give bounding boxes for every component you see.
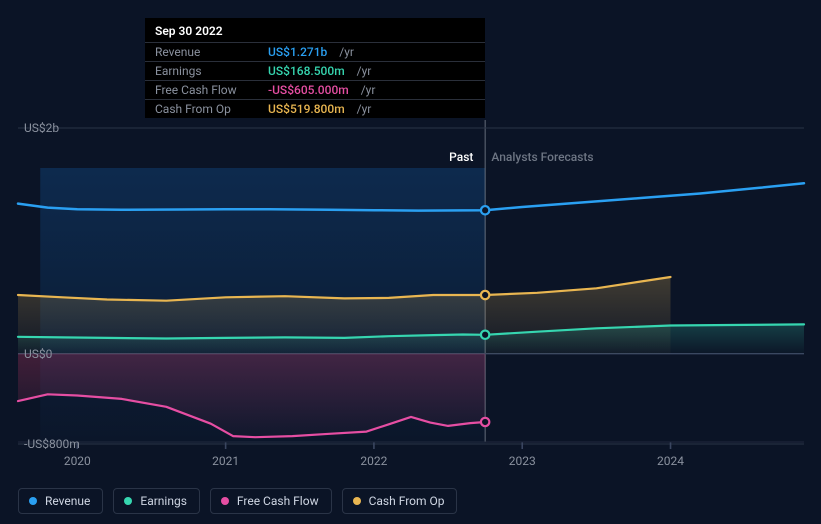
chart-legend: Revenue Earnings Free Cash Flow Cash From O… [18,488,457,514]
tooltip-row-value: US$1.271b [268,45,327,59]
forecast-label: Analysts Forecasts [491,150,593,164]
legend-item-earnings[interactable]: Earnings [113,488,200,514]
legend-label: Cash From Op [369,494,445,508]
tooltip-rows: Revenue US$1.271b/yr Earnings US$168.500m/y… [145,42,485,118]
tooltip-row-suffix: /yr [361,83,376,97]
marker-earnings [481,331,489,339]
tooltip-row-suffix: /yr [357,102,372,116]
legend-label: Earnings [140,494,187,508]
legend-item-revenue[interactable]: Revenue [18,488,103,514]
x-axis-label: 2022 [360,454,387,468]
x-axis-label: 2020 [64,454,91,468]
legend-dot-icon [353,497,361,505]
tooltip-row-value: US$168.500m [268,64,345,78]
legend-dot-icon [29,497,37,505]
tooltip-row-suffix: /yr [357,64,372,78]
legend-label: Free Cash Flow [237,494,319,508]
y-axis-label: -US$800m [24,437,80,451]
x-axis-label: 2024 [657,454,684,468]
tooltip-row-label: Earnings [155,64,260,78]
tooltip-row-suffix: /yr [339,45,354,59]
tooltip-row-label: Cash From Op [155,102,260,116]
x-axis-label: 2023 [509,454,536,468]
tooltip-row: Revenue US$1.271b/yr [145,42,485,61]
legend-dot-icon [124,497,132,505]
chart-tooltip: Sep 30 2022 Revenue US$1.271b/yr Earnings U… [145,18,485,118]
x-axis-label: 2021 [212,454,239,468]
past-label: Past [449,150,473,164]
legend-dot-icon [221,497,229,505]
marker-revenue [481,206,489,214]
tooltip-row-label: Revenue [155,45,260,59]
section-labels: Past Analysts Forecasts [449,150,593,164]
legend-label: Revenue [45,494,90,508]
tooltip-row: Free Cash Flow -US$605.000m/yr [145,80,485,99]
tooltip-row-label: Free Cash Flow [155,83,260,97]
tooltip-row: Cash From Op US$519.800m/yr [145,99,485,118]
tooltip-row-value: US$519.800m [268,102,345,116]
y-axis-label: US$2b [24,121,59,135]
y-axis-label: US$0 [24,347,52,361]
marker-cfo [481,291,489,299]
tooltip-row: Earnings US$168.500m/yr [145,61,485,80]
legend-item-fcf[interactable]: Free Cash Flow [210,488,332,514]
financial-chart: Past Analysts Forecasts Sep 30 2022 Reve… [0,0,821,524]
legend-item-cfo[interactable]: Cash From Op [342,488,458,514]
marker-fcf [481,418,489,426]
tooltip-date: Sep 30 2022 [145,18,485,42]
tooltip-row-value: -US$605.000m [268,83,349,97]
